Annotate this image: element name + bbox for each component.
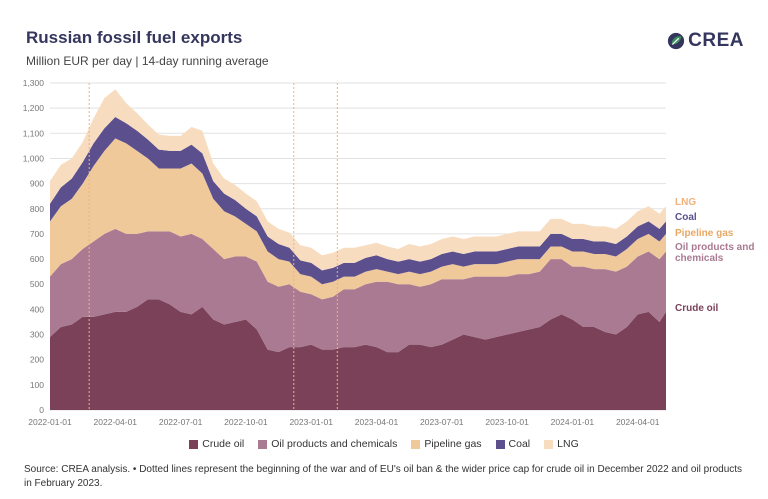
end-label: Oil products and (675, 242, 754, 253)
area-pipeline-gas (50, 138, 666, 300)
y-tick-label: 1,000 (23, 153, 45, 163)
y-tick-label: 0 (39, 405, 44, 415)
x-tick-label: 2022-01-01 (28, 417, 72, 427)
y-tick-label: 500 (30, 279, 44, 289)
x-tick-label: 2024-04-01 (616, 417, 660, 427)
legend-item: Coal (495, 438, 531, 450)
crea-logo: CREA (667, 30, 744, 52)
legend-swatch (411, 439, 421, 449)
y-tick-label: 400 (30, 304, 44, 314)
legend-swatch (495, 439, 505, 449)
y-tick-label: 200 (30, 355, 44, 365)
source-note: Source: CREA analysis. • Dotted lines re… (24, 464, 743, 489)
legend-swatch (258, 439, 268, 449)
legend-item: Oil products and chemicals (258, 438, 397, 450)
y-tick-label: 1,200 (23, 103, 45, 113)
area-coal (50, 116, 666, 285)
x-tick-label: 2023-10-01 (485, 417, 529, 427)
chart-legend: Crude oil Oil products and chemicals Pipel… (0, 438, 768, 450)
y-tick-label: 300 (30, 330, 44, 340)
area-oil-products-and-chemicals (50, 228, 666, 353)
legend-label: Oil products and chemicals (271, 438, 398, 450)
legend-label: LNG (557, 438, 579, 450)
y-tick-label: 700 (30, 229, 44, 239)
area-lng (50, 89, 666, 271)
end-label: Pipeline gas (675, 228, 734, 239)
x-tick-label: 2022-10-01 (224, 417, 268, 427)
logo-text: CREA (688, 30, 744, 51)
chart-title: Russian fossil fuel exports (26, 28, 243, 47)
chart-subtitle: Million EUR per day | 14-day running ave… (26, 54, 269, 68)
x-tick-label: 2024-01-01 (551, 417, 595, 427)
y-tick-label: 600 (30, 254, 44, 264)
legend-label: Crude oil (202, 438, 245, 450)
legend-label: Pipeline gas (424, 438, 482, 450)
x-tick-label: 2023-01-01 (289, 417, 333, 427)
y-tick-label: 100 (30, 380, 44, 390)
legend-item: Pipeline gas (411, 438, 482, 450)
end-label: Coal (675, 212, 697, 223)
y-tick-label: 1,100 (23, 128, 45, 138)
legend-item: Crude oil (189, 438, 244, 450)
legend-item: LNG (544, 438, 579, 450)
x-tick-label: 2022-04-01 (94, 417, 138, 427)
area-crude-oil (50, 299, 666, 410)
x-tick-label: 2022-07-01 (159, 417, 203, 427)
end-label: chemicals (675, 253, 724, 264)
leaf-icon (668, 32, 685, 50)
y-tick-label: 800 (30, 204, 44, 214)
y-tick-label: 900 (30, 179, 44, 189)
y-tick-label: 1,300 (23, 78, 45, 88)
end-label: Crude oil (675, 303, 719, 314)
x-tick-label: 2023-07-01 (420, 417, 464, 427)
legend-swatch (544, 439, 554, 449)
legend-swatch (189, 439, 199, 449)
x-tick-label: 2023-04-01 (355, 417, 399, 427)
legend-label: Coal (508, 438, 531, 450)
end-label: LNG (675, 197, 696, 208)
